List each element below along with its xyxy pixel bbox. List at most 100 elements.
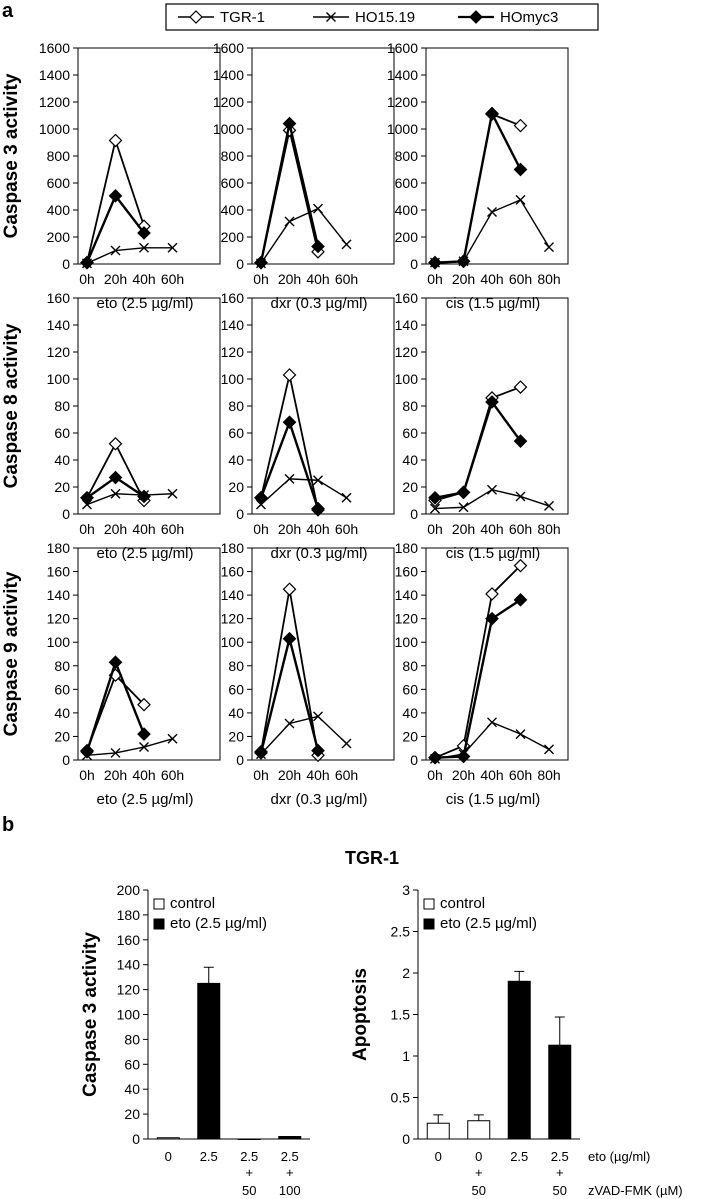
data-point-homyc3 [80,744,94,759]
data-point-ho15-19 [430,503,440,514]
y-tick-label: 0 [410,256,418,272]
y-tick-label: 120 [47,611,71,627]
data-point-homyc3 [282,415,297,430]
data-point-homyc3 [428,255,442,270]
y-tick-label: 140 [47,587,71,603]
row-label-eto: eto (µg/ml) [588,1149,650,1164]
y-tick-label: 1400 [213,67,244,83]
data-point-homyc3 [428,750,442,765]
data-point-homyc3 [108,188,123,203]
plot-frame [425,47,569,265]
data-point-homyc3 [254,255,268,270]
y-tick-label: 140 [395,587,419,603]
line-chart-3-2: 0 20 40 60 80 100 120 140 160 180 0h 20h 40h 60h dxr (… [221,540,395,808]
data-point-homyc3 [80,255,94,270]
y-tick-label: 1200 [387,94,418,110]
data-point-tgr-1 [108,133,123,148]
bar [507,980,531,1140]
x-tick-label: 20h [452,521,475,537]
x-tick-eto: 2.5 [240,1149,258,1164]
x-tick-eto: 0 [165,1149,172,1164]
x-tick-eto: 2.5 [551,1149,569,1164]
y-tick-label: 60 [402,681,418,697]
y-tick-label: 80 [228,658,244,674]
data-point-homyc3 [108,655,123,670]
y-tick-label: 100 [117,1007,141,1023]
data-point-ho15-19 [139,742,149,753]
y-tick-label: 0 [402,1131,410,1147]
y-tick-label: 200 [47,229,71,245]
plot-frame [425,297,569,515]
data-point-ho15-19 [544,744,554,755]
y-tick-label: 1 [402,1048,410,1064]
y-tick-label: 80 [54,658,70,674]
x-axis-label: eto (2.5 µg/ml) [96,791,193,808]
x-tick-label: 40h [132,521,155,537]
error-bar [473,1114,484,1121]
legend-label-control: control [440,895,485,912]
data-point-ho15-19 [544,500,554,511]
series-line-ho15-19 [260,478,347,506]
data-point-tgr-1 [108,436,123,451]
y-tick-label: 20 [402,479,418,495]
x-tick-eto: 0 [475,1149,482,1164]
error-bar [554,1016,565,1046]
bar [548,1044,572,1140]
y-tick-label: 180 [395,540,419,556]
x-tick-label: 20h [278,767,301,783]
y-tick-label: 180 [47,540,71,556]
series-line-ho15-19 [86,493,173,506]
line-chart-1-3: 0 200 400 600 800 1000 1200 1400 1600 0h 20h 40h 60h… [387,40,569,312]
legend-marker-tgr-1 [189,10,203,24]
x-tick-plus: + [556,1165,564,1180]
y-tick-label: 2 [402,965,410,981]
data-point-homyc3 [108,470,123,485]
y-tick-label: 120 [395,611,419,627]
y-tick-label: 100 [395,371,419,387]
x-axis-label: dxr (0.3 µg/ml) [271,791,368,808]
legend-label-tgr-1: TGR-1 [220,9,265,26]
series-line-ho15-19 [86,738,173,756]
x-tick-eto: 2.5 [281,1149,299,1164]
y-tick-label: 100 [221,634,245,650]
data-point-ho15-19 [139,242,149,253]
series-line-homyc3 [259,123,320,263]
data-point-ho15-19 [487,207,497,218]
y-tick-label: 140 [221,317,245,333]
y-tick-label: 200 [221,229,245,245]
x-tick-label: 0h [79,767,95,783]
x-tick-label: 40h [306,521,329,537]
y-tick-label: 100 [47,634,71,650]
x-tick-plus: + [475,1165,483,1180]
y-tick-label: 1.5 [391,1007,411,1023]
data-point-ho15-19 [167,488,178,499]
x-axis-label: eto (2.5 µg/ml) [96,295,193,312]
y-tick-label: 140 [221,587,245,603]
legend-swatch-control [153,898,165,910]
y-tick-label: 1600 [213,40,244,56]
y-tick-label: 40 [402,705,418,721]
x-tick-eto: 2.5 [200,1149,218,1164]
y-tick-label: 800 [395,148,419,164]
y-tick-label: 140 [117,957,141,973]
x-tick-label: 40h [306,767,329,783]
data-point-homyc3 [513,434,528,448]
line-chart-2-3: 0 20 40 60 80 100 120 140 160 0h 20h 40h 60h 80h cis (… [395,290,569,562]
bar [426,1122,450,1140]
data-point-ho15-19 [284,216,295,227]
legend-marker-homyc3 [469,10,483,24]
data-point-ho15-19 [458,502,469,513]
y-tick-label: 160 [395,290,419,306]
x-tick-label: 20h [278,521,301,537]
data-point-tgr-1 [137,697,151,712]
data-point-ho15-19 [167,733,178,744]
data-point-homyc3 [485,611,499,626]
series-line-homyc3 [259,638,320,754]
y-tick-label: 2.5 [391,924,411,940]
series-line-homyc3 [434,598,522,759]
data-point-ho15-19 [341,239,352,250]
y-tick-label: 120 [47,344,71,360]
error-bar [514,970,525,982]
data-point-ho15-19 [110,488,121,499]
x-tick-label: 60h [335,271,358,287]
